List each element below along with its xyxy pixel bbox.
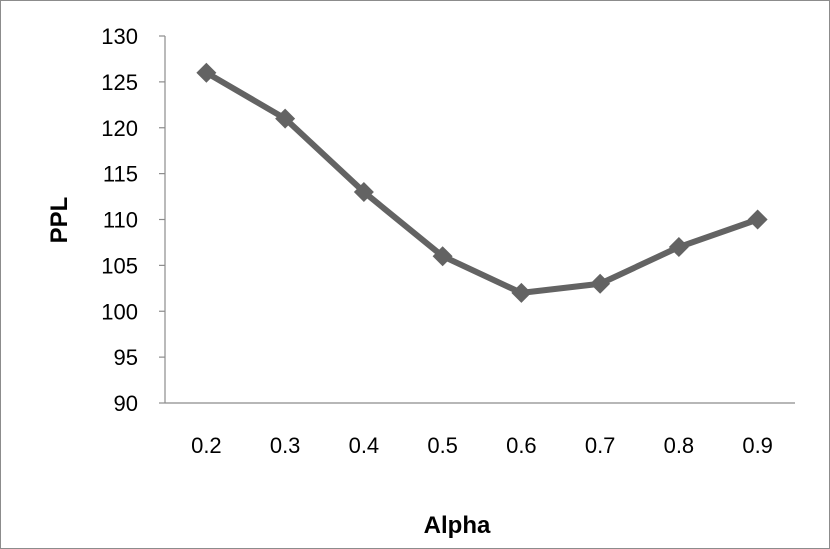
y-tick-label: 95 <box>114 345 138 370</box>
x-tick-label: 0.4 <box>349 433 380 458</box>
x-tick-label: 0.9 <box>742 433 773 458</box>
y-tick-label: 90 <box>114 391 138 416</box>
data-point-marker <box>196 62 217 83</box>
data-point-marker <box>668 237 689 258</box>
data-point-marker <box>511 282 532 303</box>
y-tick-label: 105 <box>101 253 138 278</box>
data-point-marker <box>432 246 453 267</box>
x-tick-label: 0.3 <box>270 433 301 458</box>
y-tick-labels: 90 95 100 105 110 115 120 125 130 <box>101 24 165 416</box>
y-axis-title: PPL <box>46 197 73 244</box>
series-line <box>203 69 761 296</box>
y-tick-label: 115 <box>103 162 138 187</box>
x-tick-label: 0.2 <box>191 433 222 458</box>
y-tick-label: 125 <box>101 70 138 95</box>
x-tick-labels: 0.2 0.3 0.4 0.5 0.6 0.7 0.8 0.9 <box>191 433 773 458</box>
y-tick-label: 130 <box>101 24 138 49</box>
x-axis-title: Alpha <box>424 512 491 539</box>
data-point-marker <box>747 209 768 230</box>
x-tick-label: 0.8 <box>664 433 695 458</box>
data-point-marker <box>590 273 611 294</box>
y-tick-label: 120 <box>101 116 138 141</box>
x-tick-label: 0.6 <box>506 433 537 458</box>
y-tick-label: 100 <box>101 299 138 324</box>
data-point-marker <box>275 108 296 129</box>
series-group <box>196 62 768 303</box>
axes <box>164 36 795 404</box>
y-tick-label: 110 <box>103 208 138 233</box>
data-point-marker <box>353 181 374 202</box>
x-tick-label: 0.7 <box>585 433 616 458</box>
x-tick-label: 0.5 <box>427 433 458 458</box>
